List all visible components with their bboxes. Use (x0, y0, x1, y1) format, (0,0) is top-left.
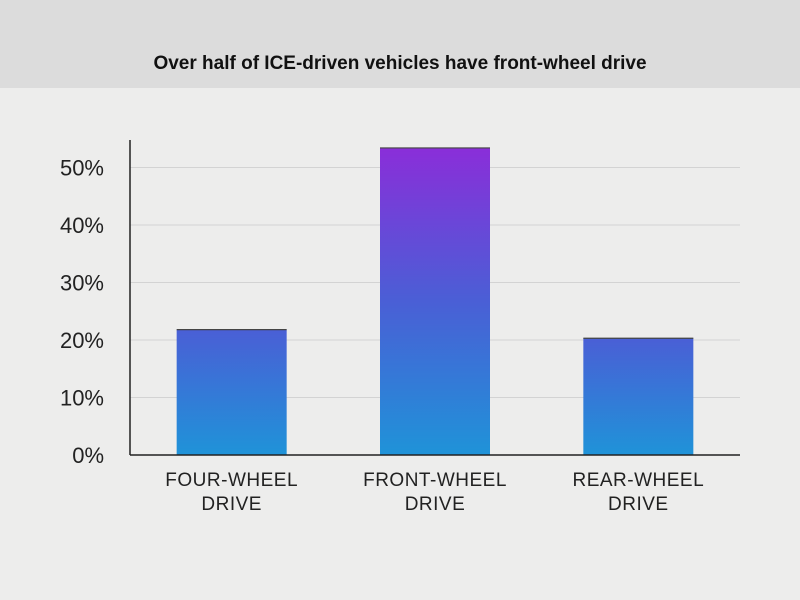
chart-title: Over half of ICE-driven vehicles have fr… (153, 53, 647, 74)
x-category-label-1: FRONT-WHEEL DRIVE (363, 470, 507, 515)
title-band (0, 0, 800, 88)
label-layer: 0% 10% 20% 30% 40% 50% FOUR-WHEEL DRIVE FRONT-WH… (60, 156, 704, 516)
bar-2 (583, 338, 694, 455)
bar-layer (176, 147, 694, 455)
x-category-label-0: FOUR-WHEEL DRIVE (165, 470, 298, 515)
y-tick-label-0: 0% (72, 443, 104, 468)
bar-0 (176, 329, 287, 455)
x-category-label-2: REAR-WHEEL DRIVE (572, 470, 704, 515)
y-tick-label-30: 30% (60, 271, 104, 296)
axis-layer (129, 140, 740, 456)
y-tick-label-10: 10% (60, 386, 104, 411)
bar-1 (380, 147, 490, 455)
y-tick-label-50: 50% (60, 156, 104, 181)
y-tick-label-20: 20% (60, 328, 104, 353)
y-tick-label-40: 40% (60, 213, 104, 238)
